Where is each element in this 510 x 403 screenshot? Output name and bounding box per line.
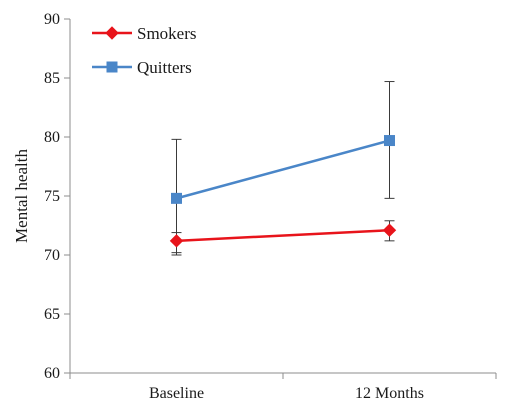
y-tick-label: 85 xyxy=(44,70,60,87)
y-tick-label: 70 xyxy=(44,247,60,264)
legend-item-quitters: Quitters xyxy=(92,58,192,77)
series-smokers xyxy=(169,220,397,256)
y-tick-labels: 60 65 70 75 80 85 90 xyxy=(44,11,60,382)
x-tick-label: Baseline xyxy=(149,385,204,402)
legend-label: Quitters xyxy=(137,58,192,77)
y-tick-label: 60 xyxy=(44,365,60,382)
data-point xyxy=(384,135,395,147)
series-quitters xyxy=(171,81,395,254)
data-point xyxy=(169,234,184,248)
axes xyxy=(64,18,497,379)
y-tick-label: 90 xyxy=(44,11,60,28)
series-line xyxy=(176,139,390,200)
y-tick-label: 65 xyxy=(44,306,60,323)
series-line xyxy=(176,228,390,243)
data-point xyxy=(171,192,182,204)
legend-marker xyxy=(105,26,119,40)
data-point xyxy=(382,223,397,237)
legend-item-smokers: Smokers xyxy=(92,24,197,43)
x-tick-labels: Baseline 12 Months xyxy=(149,385,424,402)
y-axis-title: Mental health xyxy=(12,149,31,243)
legend-marker xyxy=(106,61,118,73)
legend: Smokers Quitters xyxy=(92,24,197,77)
y-tick-label: 75 xyxy=(44,188,60,205)
legend-label: Smokers xyxy=(137,24,197,43)
y-tick-label: 80 xyxy=(44,129,60,146)
series-layer xyxy=(169,81,397,256)
x-tick-label: 12 Months xyxy=(355,385,424,402)
